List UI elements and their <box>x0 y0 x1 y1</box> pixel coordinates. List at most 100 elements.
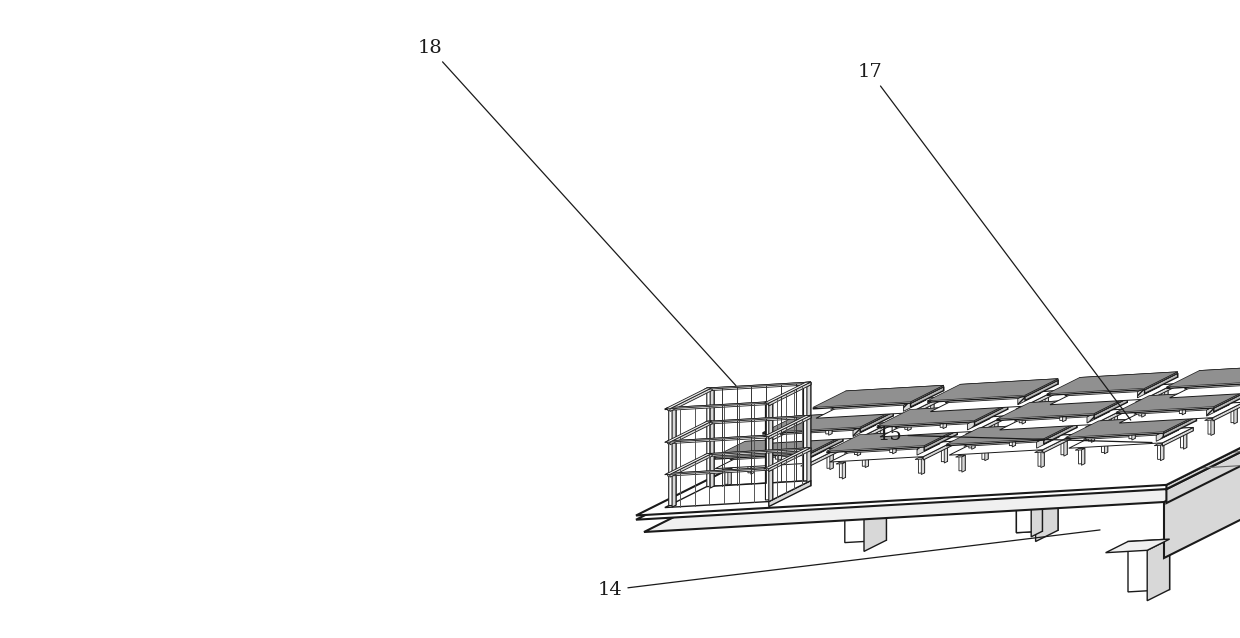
Polygon shape <box>910 385 944 403</box>
Polygon shape <box>808 448 811 452</box>
Polygon shape <box>844 438 940 453</box>
Polygon shape <box>967 387 1040 397</box>
Polygon shape <box>707 388 714 487</box>
Polygon shape <box>904 394 926 412</box>
Polygon shape <box>931 402 934 419</box>
Polygon shape <box>707 454 712 456</box>
Polygon shape <box>1214 392 1240 412</box>
Polygon shape <box>966 400 970 417</box>
Polygon shape <box>1029 397 1127 404</box>
Polygon shape <box>1033 419 1039 434</box>
Polygon shape <box>848 406 854 422</box>
Polygon shape <box>1019 407 1025 423</box>
Polygon shape <box>887 437 897 439</box>
Polygon shape <box>665 421 712 442</box>
Polygon shape <box>707 421 712 424</box>
Polygon shape <box>924 441 954 460</box>
Polygon shape <box>769 467 771 471</box>
Polygon shape <box>744 457 754 459</box>
Polygon shape <box>956 455 965 457</box>
Polygon shape <box>665 454 712 475</box>
Polygon shape <box>980 422 1076 429</box>
Polygon shape <box>1126 423 1135 425</box>
Polygon shape <box>1154 443 1164 446</box>
Polygon shape <box>1094 398 1127 419</box>
Polygon shape <box>1012 430 1016 447</box>
Polygon shape <box>1025 379 1058 397</box>
Polygon shape <box>728 468 732 486</box>
Polygon shape <box>837 384 1240 419</box>
Polygon shape <box>795 410 893 417</box>
Polygon shape <box>1161 443 1164 461</box>
Polygon shape <box>847 397 940 406</box>
Polygon shape <box>968 432 975 448</box>
Polygon shape <box>1156 424 1178 441</box>
Polygon shape <box>1038 450 1044 466</box>
Polygon shape <box>928 380 1058 402</box>
Polygon shape <box>963 400 970 416</box>
Polygon shape <box>830 441 954 462</box>
Polygon shape <box>1162 427 1193 446</box>
Polygon shape <box>801 464 810 466</box>
Polygon shape <box>874 427 884 429</box>
Polygon shape <box>795 432 805 434</box>
Polygon shape <box>1037 406 1110 416</box>
Polygon shape <box>779 443 781 461</box>
Polygon shape <box>1164 389 1168 406</box>
Polygon shape <box>1016 407 1025 409</box>
Polygon shape <box>769 448 811 471</box>
Polygon shape <box>1060 404 1066 420</box>
Polygon shape <box>822 490 887 503</box>
Polygon shape <box>1149 392 1240 401</box>
Polygon shape <box>910 404 1008 411</box>
Polygon shape <box>846 387 944 396</box>
Polygon shape <box>1042 396 1048 412</box>
Polygon shape <box>1184 374 1240 389</box>
Polygon shape <box>910 397 940 416</box>
Polygon shape <box>1030 409 1123 418</box>
Polygon shape <box>670 421 712 445</box>
Polygon shape <box>1128 539 1169 592</box>
Polygon shape <box>853 419 875 436</box>
Polygon shape <box>1006 430 1016 432</box>
Polygon shape <box>946 422 1076 444</box>
Polygon shape <box>707 382 811 391</box>
Polygon shape <box>962 455 965 472</box>
Polygon shape <box>1162 389 1168 404</box>
Polygon shape <box>1183 432 1187 449</box>
Polygon shape <box>893 437 897 454</box>
Polygon shape <box>867 438 940 448</box>
Polygon shape <box>1040 450 1044 468</box>
Polygon shape <box>928 379 1058 401</box>
Polygon shape <box>763 410 893 433</box>
Polygon shape <box>704 382 811 389</box>
Polygon shape <box>1061 439 1068 455</box>
Polygon shape <box>670 454 712 477</box>
Polygon shape <box>973 416 1004 435</box>
Polygon shape <box>859 431 957 440</box>
Polygon shape <box>911 416 1004 425</box>
Polygon shape <box>795 412 893 422</box>
Polygon shape <box>999 409 1123 430</box>
Polygon shape <box>1154 412 1158 429</box>
Polygon shape <box>769 415 811 439</box>
Polygon shape <box>878 427 884 443</box>
Polygon shape <box>861 410 893 428</box>
Polygon shape <box>769 435 771 439</box>
Polygon shape <box>1211 419 1214 436</box>
Polygon shape <box>806 415 811 419</box>
Polygon shape <box>1163 417 1197 437</box>
Polygon shape <box>802 445 825 462</box>
Polygon shape <box>1058 439 1068 441</box>
Polygon shape <box>1169 377 1240 398</box>
Polygon shape <box>910 405 1008 415</box>
Polygon shape <box>877 405 1008 427</box>
Polygon shape <box>1099 437 1107 439</box>
Polygon shape <box>1149 390 1240 397</box>
Polygon shape <box>851 439 861 441</box>
Polygon shape <box>988 420 998 423</box>
Polygon shape <box>665 401 771 409</box>
Text: 15: 15 <box>878 426 1152 444</box>
Polygon shape <box>707 480 811 492</box>
Polygon shape <box>837 389 1240 433</box>
